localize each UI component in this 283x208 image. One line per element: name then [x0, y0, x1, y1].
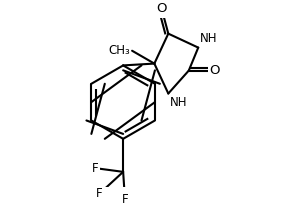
Text: CH₃: CH₃ — [108, 44, 130, 57]
Text: O: O — [156, 2, 167, 15]
Text: F: F — [92, 162, 99, 175]
Text: O: O — [209, 64, 220, 77]
Text: F: F — [96, 187, 103, 200]
Text: NH: NH — [170, 96, 188, 109]
Text: NH: NH — [200, 32, 218, 45]
Text: F: F — [122, 193, 128, 206]
